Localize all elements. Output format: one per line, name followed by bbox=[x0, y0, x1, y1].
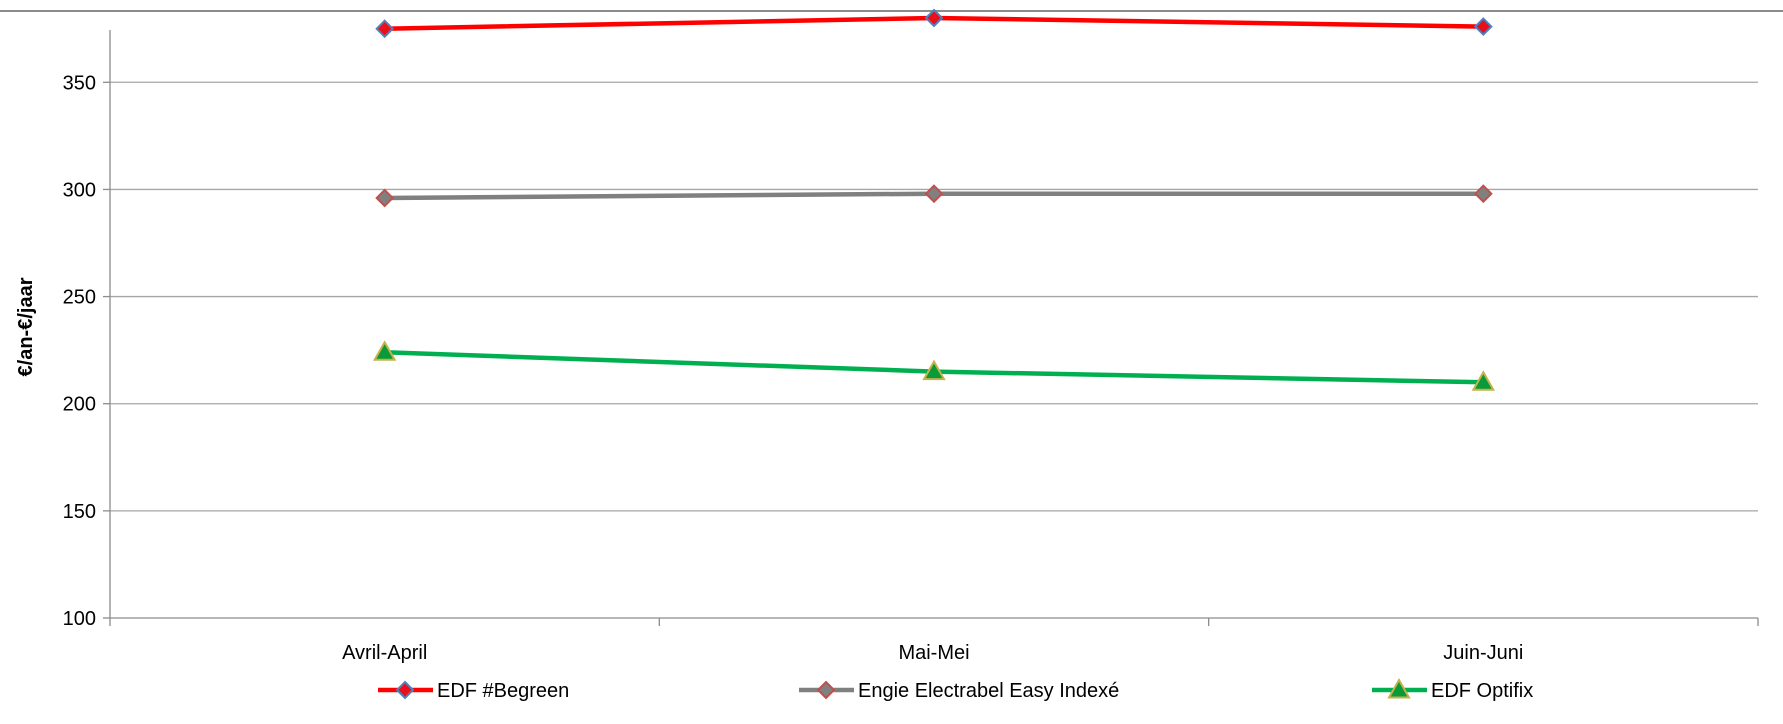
data-point bbox=[1473, 184, 1493, 204]
x-tick-label: Mai-Mei bbox=[898, 642, 969, 664]
legend-label: EDF Optifix bbox=[1431, 680, 1533, 702]
y-tick-label: 200 bbox=[63, 394, 96, 416]
series-group bbox=[372, 8, 1496, 391]
legend-label: EDF #Begreen bbox=[437, 680, 569, 702]
y-tick-label: 150 bbox=[63, 501, 96, 523]
y-tick-label: 100 bbox=[63, 608, 96, 630]
data-point bbox=[372, 340, 397, 361]
x-tick-label: Avril-April bbox=[342, 642, 427, 664]
data-point bbox=[922, 359, 946, 381]
y-tick-labels: 100 150 200 250 300 350 bbox=[63, 72, 96, 630]
data-point bbox=[924, 184, 944, 204]
grid-lines bbox=[110, 81, 1758, 512]
legend: EDF #Begreen Engie Electrabel Easy Indexé… bbox=[378, 677, 1533, 702]
y-tick-label: 350 bbox=[63, 72, 96, 94]
y-tick-label: 250 bbox=[63, 287, 96, 309]
legend-marker bbox=[816, 680, 836, 700]
data-point bbox=[375, 19, 395, 39]
legend-label: Engie Electrabel Easy Indexé bbox=[858, 680, 1119, 702]
data-point bbox=[1473, 17, 1493, 36]
y-axis-title: €/an-€/jaar bbox=[15, 277, 37, 376]
data-point bbox=[375, 188, 395, 208]
data-point bbox=[1471, 370, 1496, 391]
x-tick-label: Juin-Juni bbox=[1443, 642, 1523, 664]
data-point bbox=[924, 8, 944, 28]
legend-marker bbox=[1387, 677, 1411, 699]
axes bbox=[103, 30, 1759, 626]
legend-marker bbox=[395, 680, 415, 700]
x-tick-labels: Avril-April Mai-Mei Juin-Juni bbox=[342, 642, 1523, 664]
y-tick-label: 300 bbox=[63, 179, 96, 201]
